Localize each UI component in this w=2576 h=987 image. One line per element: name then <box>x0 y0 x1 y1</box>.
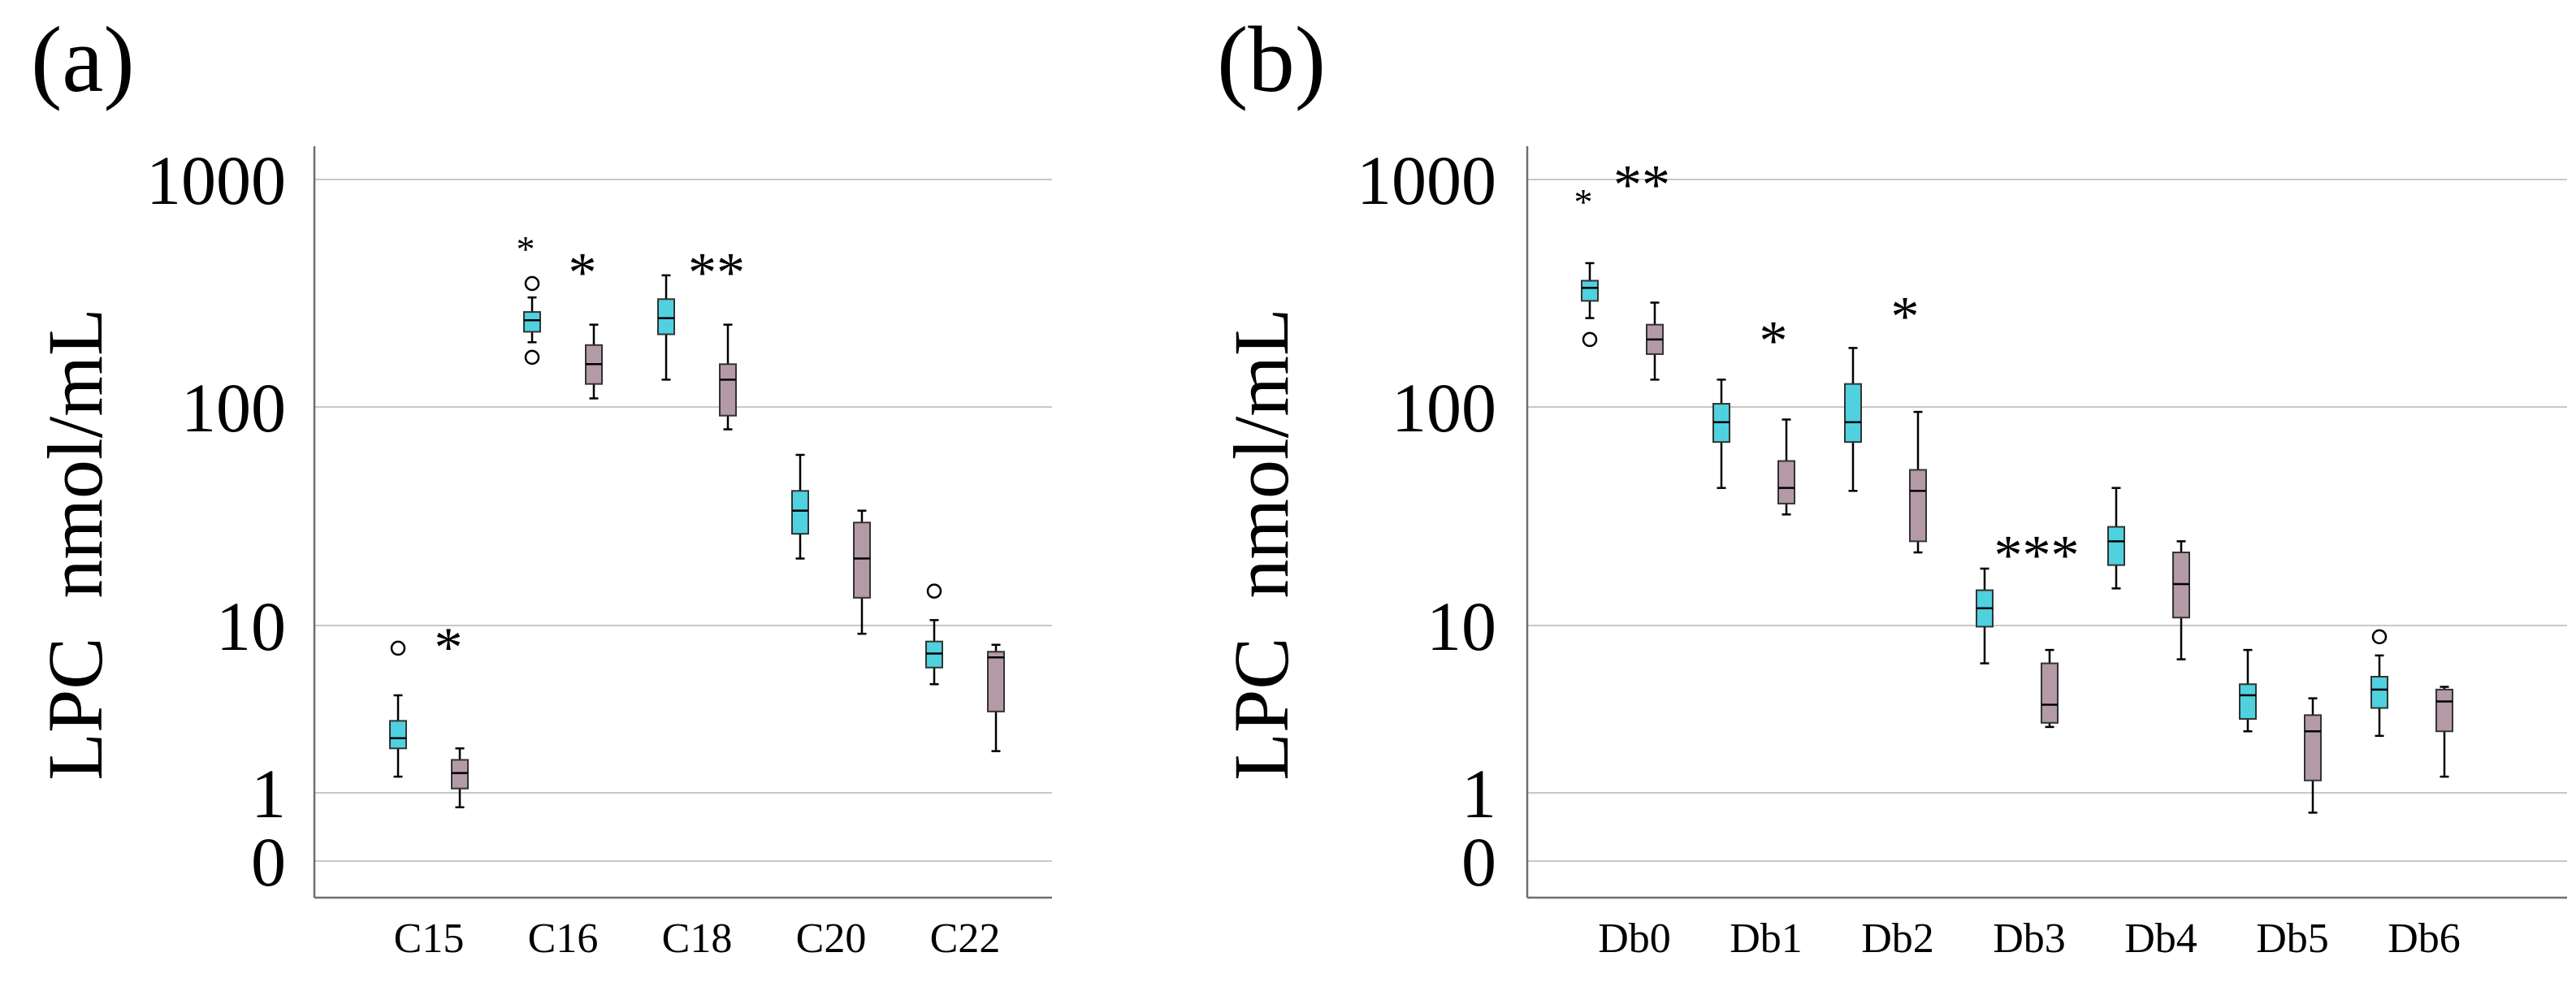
x-tick-label: C20 <box>796 916 867 962</box>
y-tick-label: 1 <box>1461 755 1496 833</box>
outlier-point <box>926 583 942 599</box>
box-plot-group1 <box>2239 648 2257 733</box>
box-iqr <box>791 490 809 535</box>
box-iqr <box>2041 662 2059 724</box>
outlier-point <box>390 640 406 656</box>
box-plot-group1 <box>523 275 541 366</box>
box-plot-group1 <box>1844 347 1862 492</box>
box-plot-group2 <box>2172 540 2190 660</box>
y-tick-label: 100 <box>181 369 286 447</box>
box-plot-group2 <box>2435 686 2453 778</box>
box-plot-group2 <box>987 643 1005 752</box>
x-tick-label: Db6 <box>2388 916 2461 962</box>
box-plot-group1 <box>1976 567 1994 664</box>
box-plot-group1 <box>2107 487 2125 590</box>
box-plot-group2 <box>853 509 871 635</box>
y-tick-label: 0 <box>251 823 286 901</box>
outlier-point <box>524 349 540 366</box>
y-axis-label: LPC nmol/mL <box>32 308 119 780</box>
y-axis-label: LPC nmol/mL <box>1218 308 1305 780</box>
y-tick-label: 1000 <box>146 141 286 219</box>
panel-label: (a) <box>31 8 135 111</box>
box-iqr <box>2239 683 2257 720</box>
x-tick-label: Db3 <box>1993 916 2066 962</box>
box-iqr <box>1581 279 1599 302</box>
significance-marker: *** <box>1994 524 2080 587</box>
box-plot-group2 <box>1777 418 1795 516</box>
box-plot-group1 <box>1712 379 1730 489</box>
y-tick-label: 0 <box>1461 823 1496 901</box>
box-plot-group2 <box>1909 410 1927 554</box>
box-plot-group2 <box>2304 697 2322 814</box>
box-iqr <box>719 363 737 417</box>
x-tick-label: C22 <box>930 916 1001 962</box>
box-plot-group1 <box>791 453 809 560</box>
x-tick-label: Db4 <box>2124 916 2197 962</box>
significance-marker: ** <box>688 241 745 304</box>
box-iqr <box>451 759 469 790</box>
significance-marker: * <box>1891 286 1920 348</box>
box-iqr <box>389 720 407 750</box>
box-iqr <box>657 298 675 335</box>
box-plot-group1 <box>925 583 943 686</box>
outlier-point <box>2371 629 2388 645</box>
box-plot-group2 <box>451 747 469 809</box>
y-tick-label: 1 <box>251 755 286 833</box>
box-plot-group2 <box>719 323 737 431</box>
box-iqr <box>2107 526 2125 566</box>
x-tick-label: C15 <box>394 916 465 962</box>
x-tick-label: Db0 <box>1598 916 1671 962</box>
box-iqr <box>1777 460 1795 504</box>
box-plot-group1 <box>1581 262 1599 348</box>
x-tick-label: Db1 <box>1730 916 1803 962</box>
significance-marker: * <box>1574 181 1593 223</box>
x-tick-label: Db5 <box>2256 916 2329 962</box>
significance-marker: * <box>435 617 463 679</box>
significance-marker: ** <box>1613 154 1670 217</box>
box-plot-group1 <box>2370 629 2388 738</box>
box-plot-group1 <box>657 274 675 381</box>
panel-a: (a) 01 10 100 1000 LPC nmol/mL C15 C16 C18 C20 C22… <box>31 8 1052 962</box>
box-plot-group2 <box>2041 648 2059 729</box>
outlier-point <box>524 275 540 292</box>
box-iqr <box>2435 688 2453 733</box>
box-iqr <box>2304 714 2322 781</box>
x-tick-label: C18 <box>662 916 733 962</box>
box-iqr <box>2370 676 2388 709</box>
box-plot-group2 <box>1646 301 1664 381</box>
x-tick-label: C16 <box>528 916 599 962</box>
significance-marker: * <box>569 241 597 304</box>
panel-label: (b) <box>1217 8 1326 111</box>
box-iqr <box>523 311 541 333</box>
box-iqr <box>1909 469 1927 543</box>
y-tick-label: 10 <box>216 587 286 665</box>
box-iqr <box>987 651 1005 712</box>
x-tick-label: Db2 <box>1861 916 1934 962</box>
panel-b: (b) 01 10 100 1000 LPC nmol/mL Db0 Db1 Db2 Db3 Db4… <box>1217 8 2567 962</box>
y-tick-label: 100 <box>1392 369 1496 447</box>
outlier-point <box>1582 331 1598 348</box>
box-iqr <box>1844 383 1862 444</box>
box-plot-group2 <box>585 323 603 400</box>
y-tick-label: 1000 <box>1357 141 1496 219</box>
box-iqr <box>853 522 871 599</box>
significance-marker: * <box>517 228 535 270</box>
significance-marker: * <box>1760 310 1788 373</box>
box-plot-group1 <box>389 640 407 778</box>
y-tick-label: 10 <box>1427 587 1496 665</box>
